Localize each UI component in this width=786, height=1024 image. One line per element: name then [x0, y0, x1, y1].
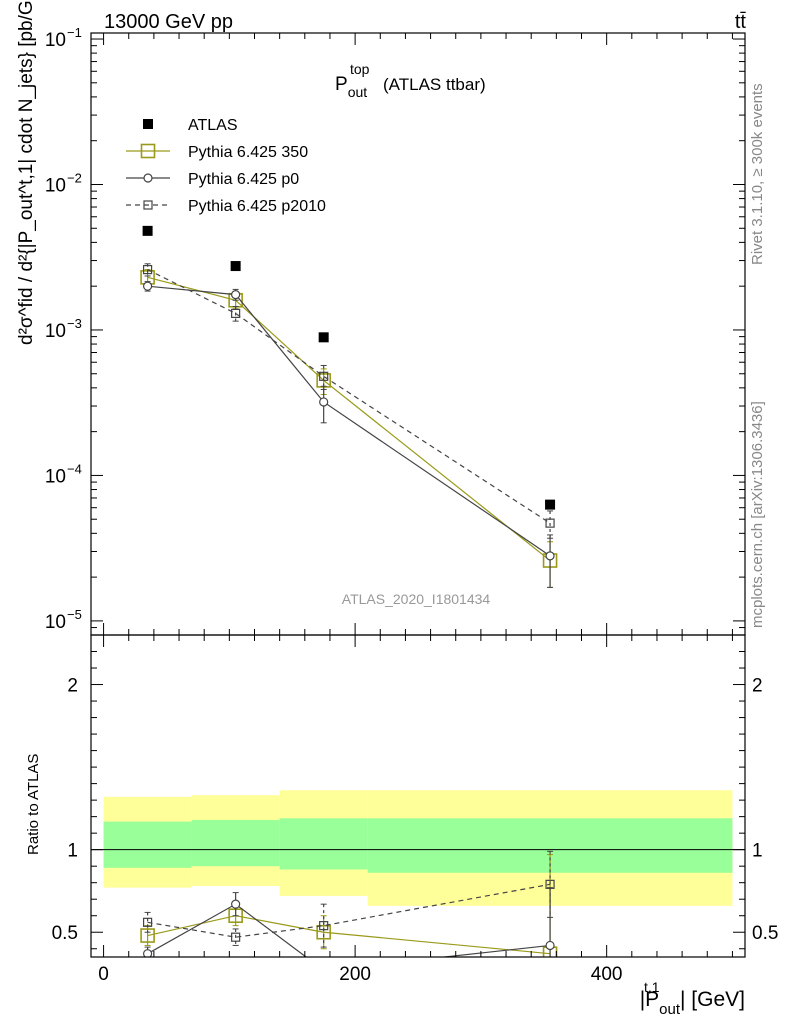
- ratio-y-tick-label-right: 2: [752, 676, 763, 697]
- data-point-marker: [142, 917, 153, 927]
- y-axis-label: d²σ^fid / d²{|P_out^t,1| cdot N_jets} [p…: [16, 0, 37, 345]
- data-point-marker: [231, 290, 241, 300]
- header-process: 13000 GeV pp: [104, 11, 233, 33]
- ratio-band-inner: [103, 821, 192, 868]
- legend-label: Pythia 6.425 350: [188, 144, 308, 161]
- series-line: [147, 285, 551, 557]
- ratio-y-tick-label: 1: [67, 841, 78, 862]
- series-line: [147, 903, 551, 957]
- mcplots-label: mcplots.cern.ch [arXiv:1306.3436]: [749, 401, 766, 628]
- x-tick-label: 400: [591, 964, 623, 985]
- x-label-sup: t,1: [644, 979, 660, 995]
- y-tick-label-exponent: −3: [67, 316, 82, 331]
- series-line: [147, 276, 551, 562]
- plot-title-main: P: [335, 74, 348, 95]
- data-point-marker: [142, 281, 153, 291]
- data-point-marker: [231, 308, 241, 318]
- data-point-atlas: [545, 499, 556, 510]
- x-tick-label: 200: [339, 964, 371, 985]
- ratio-panel: 0 200 400 0.5 0.5 1 1 2 2: [52, 634, 778, 985]
- series-line: [147, 915, 551, 955]
- ratio-band-inner: [191, 819, 280, 867]
- plot-title-suffix: (ATLAS ttbar): [383, 75, 486, 94]
- data-point-marker: [231, 899, 241, 909]
- data-point-atlas: [230, 261, 241, 272]
- ratio-y-tick-label: 2: [67, 676, 78, 697]
- y-tick-label: 10: [45, 30, 66, 51]
- plot-title-sub: out: [348, 84, 368, 100]
- ratio-band-inner: [279, 818, 368, 870]
- data-point-marker: [545, 879, 555, 889]
- plot-title-sup: top: [350, 61, 370, 77]
- data-point-atlas: [142, 225, 153, 236]
- data-point-marker: [143, 173, 153, 183]
- analysis-watermark: ATLAS_2020_I1801434: [342, 591, 491, 607]
- data-point-marker: [319, 371, 329, 381]
- ratio-y-tick-label-right: 1: [752, 841, 763, 862]
- ratio-y-tick-label-right: 0.5: [752, 923, 778, 944]
- data-point-marker: [142, 949, 153, 957]
- data-point-marker: [319, 397, 329, 407]
- data-point-marker: [142, 264, 153, 275]
- y-tick-label: 10: [45, 466, 66, 487]
- data-point-marker: [545, 940, 555, 951]
- legend-label: Pythia 6.425 p2010: [188, 198, 326, 215]
- y-tick-label: 10: [45, 321, 66, 342]
- y-tick-label: 10: [45, 612, 66, 633]
- x-label-sub: out: [659, 1001, 681, 1018]
- main-panel: 10−510−410−310−210−1: [45, 25, 746, 636]
- plot-title: Pout: [335, 74, 367, 100]
- ratio-y-tick-label: 0.5: [52, 923, 78, 944]
- data-point-marker: [316, 924, 331, 940]
- header-final-state: tt̄: [735, 11, 747, 33]
- x-tick-label: 0: [98, 964, 109, 985]
- series-line: [147, 269, 551, 524]
- data-point-marker: [140, 143, 156, 159]
- y-tick-label-exponent: −5: [67, 607, 82, 622]
- data-point-marker: [545, 551, 555, 561]
- x-label-main: |P: [640, 988, 659, 1011]
- legend-label: ATLAS: [188, 117, 238, 134]
- data-point-atlas: [143, 119, 153, 129]
- y-tick-label-exponent: −2: [67, 170, 82, 185]
- x-label-suffix: | [GeV]: [680, 988, 745, 1011]
- legend: ATLAS Pythia 6.425 350 Pythia 6.425 p0 Pyth…: [126, 117, 326, 215]
- data-point-marker: [231, 932, 241, 942]
- data-point-marker: [319, 921, 329, 931]
- ratio-axis-label: Ratio to ATLAS: [25, 754, 42, 855]
- x-axis-label: |Pout| [GeV]: [640, 988, 745, 1018]
- y-tick-label-exponent: −4: [67, 461, 82, 476]
- ratio-frame: [90, 634, 746, 958]
- data-point-marker: [545, 518, 555, 528]
- y-tick-label: 10: [45, 175, 66, 196]
- data-point-atlas: [318, 332, 329, 343]
- y-tick-label-exponent: −1: [67, 25, 82, 40]
- legend-label: Pythia 6.425 p0: [188, 171, 299, 188]
- data-point-marker: [140, 928, 155, 943]
- rivet-version-label: Rivet 3.1.10, ≥ 300k events: [749, 83, 766, 265]
- data-point-marker: [143, 200, 153, 210]
